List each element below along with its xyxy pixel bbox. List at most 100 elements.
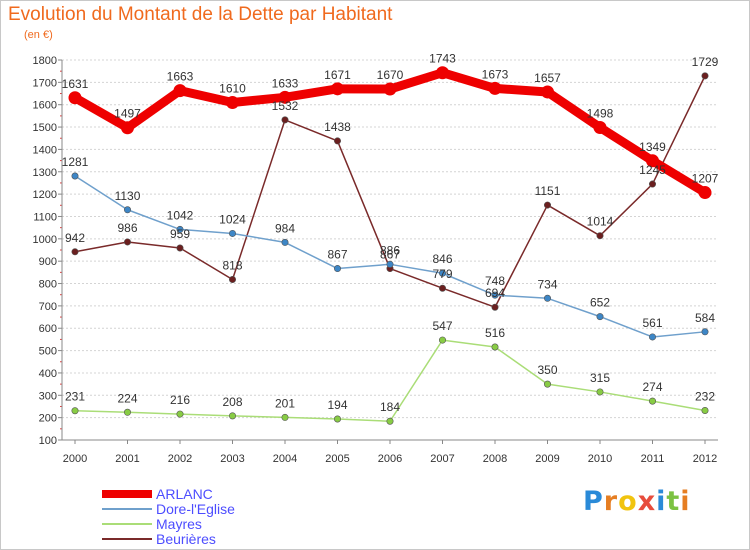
data-point [596,388,604,396]
data-label: 818 [222,259,242,273]
data-point [543,201,551,209]
data-label: 516 [485,326,505,340]
y-tick-label: 1300 [33,167,57,179]
data-point [333,137,341,145]
legend-swatch [102,523,152,525]
x-tick-label: 2010 [588,453,612,465]
data-point [278,90,292,104]
x-tick-label: 2000 [63,453,87,465]
data-point [331,82,344,96]
data-label: 231 [65,390,85,404]
data-point [281,116,289,124]
x-tick-label: 2001 [115,453,139,465]
x-tick-label: 2005 [325,453,349,465]
data-point [121,121,134,135]
legend-swatch [102,490,152,498]
data-label: 547 [432,319,452,333]
data-point [176,225,184,233]
data-label: 1532 [272,99,299,113]
y-tick-label: 400 [39,368,57,380]
logo-letter: P [583,486,604,517]
logo-letter: x [637,486,657,517]
data-label: 779 [432,267,452,281]
data-point [333,265,341,273]
data-label: 561 [642,316,662,330]
legend-label: Dore-l'Eglise [156,501,235,517]
plot-area [62,60,718,440]
data-point [226,95,239,109]
data-point [698,186,712,200]
data-label: 1631 [62,77,89,91]
logo-letter: t [666,486,681,517]
x-tick-label: 2011 [641,453,665,465]
x-tick-label: 2006 [378,453,402,465]
data-point [596,232,604,240]
y-tick-label: 1500 [33,122,57,134]
data-point [701,72,709,80]
data-label: 274 [642,380,662,394]
data-point [648,180,656,188]
logo-letter: i [656,486,667,517]
data-label: 1657 [534,71,561,85]
data-label: 867 [380,248,400,262]
data-point [173,84,187,98]
data-label: 224 [117,391,137,405]
data-label: 734 [537,277,557,291]
data-label: 201 [275,396,295,410]
data-point [71,172,79,180]
data-label: 350 [537,363,557,377]
legend-label: Beurières [156,531,216,547]
data-point [333,415,341,423]
data-point [491,303,499,311]
data-label: 1245 [639,163,666,177]
data-point [124,206,132,214]
y-tick-label: 1200 [33,189,57,201]
y-tick-label: 1800 [33,55,57,67]
data-point [281,238,289,246]
data-label: 232 [695,389,715,403]
data-point [383,82,397,96]
data-label: 867 [327,248,347,262]
data-point [176,410,184,418]
legend-swatch [102,538,152,540]
data-point [386,260,394,268]
data-point [491,343,499,351]
data-label: 652 [590,296,610,310]
data-label: 1042 [167,208,194,222]
data-label: 1349 [639,140,666,154]
legend-swatch [102,508,152,510]
x-tick-label: 2004 [273,453,297,465]
data-label: 584 [695,311,715,325]
data-label: 1670 [377,68,404,82]
logo-letter: r [603,486,619,517]
y-tick-label: 1600 [33,100,57,112]
chart-title: Evolution du Montant de la Dette par Hab… [8,4,393,25]
data-point [438,284,446,292]
data-point [281,413,289,421]
data-label: 846 [432,252,452,266]
data-point [438,336,446,344]
proxiti-logo: Proxiti [583,486,691,517]
data-point [71,407,79,415]
series-lines [68,66,712,425]
data-label: 1207 [692,172,719,186]
x-tick-label: 2009 [535,453,559,465]
data-label: 886 [380,243,400,257]
data-point [229,229,237,237]
data-point [176,244,184,252]
data-point [701,328,709,336]
data-point [436,66,449,80]
data-point [488,81,502,95]
data-label: 1497 [114,107,141,121]
x-tick-label: 2007 [430,453,454,465]
data-label: 208 [222,395,242,409]
data-label: 1673 [482,67,509,81]
data-point [596,313,604,321]
legend-label: Mayres [156,516,202,532]
data-label: 986 [117,221,137,235]
data-label: 1438 [324,120,351,134]
data-point [701,406,709,414]
y-tick-label: 300 [39,390,57,402]
data-labels: 1631 1497 1663 1610 1633 1671 1670 1743 1673 1657… [62,52,719,414]
